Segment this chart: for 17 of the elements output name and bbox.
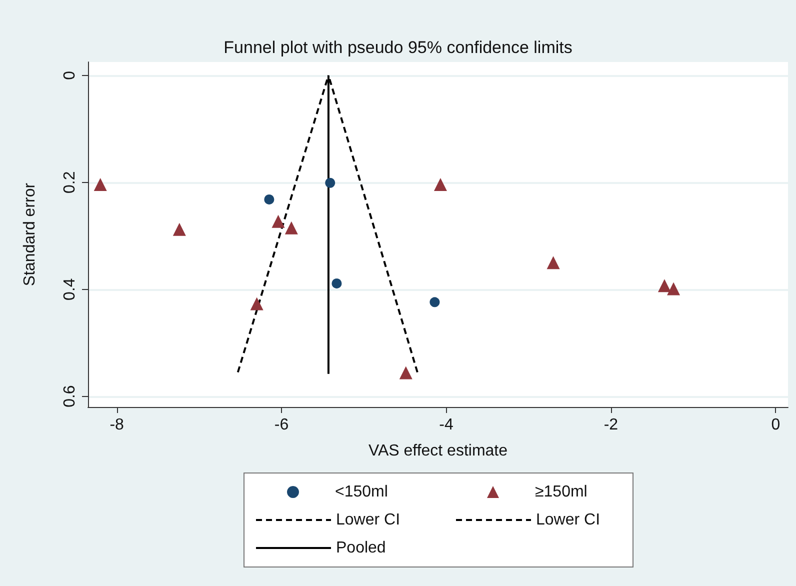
x-tick-label: -2 bbox=[604, 416, 618, 434]
x-tick-label: 0 bbox=[771, 416, 780, 434]
y-axis-title: Standard error bbox=[22, 182, 38, 286]
legend-label: ≥150ml bbox=[535, 484, 588, 500]
y-tick-label: 0.2 bbox=[62, 171, 78, 194]
legend-label: <150ml bbox=[335, 484, 388, 500]
y-tick-label: 0.6 bbox=[62, 385, 78, 408]
legend-label: Pooled bbox=[336, 540, 386, 556]
x-tick-label: -6 bbox=[274, 416, 289, 434]
chart-title: Funnel plot with pseudo 95% confidence limits bbox=[224, 38, 572, 57]
legend-label: Lower CI bbox=[536, 512, 600, 528]
x-tick-label: -8 bbox=[110, 416, 124, 434]
x-axis-title: VAS effect estimate bbox=[368, 442, 508, 460]
y-tick-label: 0 bbox=[62, 70, 78, 80]
x-tick-label: -4 bbox=[439, 416, 454, 434]
y-tick-label: 0.4 bbox=[62, 278, 78, 300]
legend-label: Lower CI bbox=[336, 512, 400, 528]
